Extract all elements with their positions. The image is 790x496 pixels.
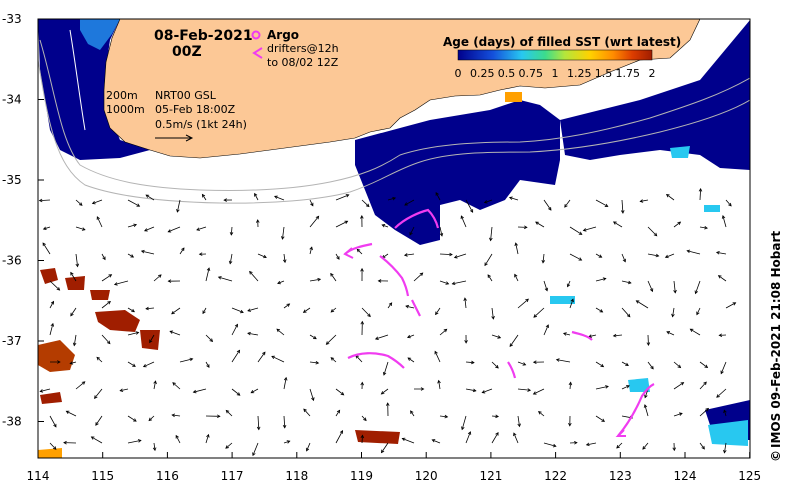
lat-label: -35 xyxy=(2,173,22,187)
lon-label: 121 xyxy=(479,469,502,483)
lat-label: -37 xyxy=(2,334,22,348)
colorbar-tick-label: 1.5 xyxy=(595,67,613,80)
colorbar-tick-label: 0.25 xyxy=(470,67,495,80)
lon-label: 120 xyxy=(415,469,438,483)
credit-copyright: © xyxy=(769,450,783,462)
lon-label: 119 xyxy=(350,469,373,483)
colorbar-tick-label: 0 xyxy=(455,67,462,80)
colorbar-tick-label: 1 xyxy=(552,67,559,80)
lon-label: 114 xyxy=(27,469,50,483)
contour-200m-label: 200m xyxy=(106,89,138,102)
lon-label: 122 xyxy=(544,469,567,483)
lat-label: -36 xyxy=(2,254,22,268)
lat-label: -33 xyxy=(2,12,22,26)
sst-patch-cyan-3 xyxy=(550,296,575,304)
sst-patch-old-4 xyxy=(65,276,85,290)
product-time: 05-Feb 18:00Z xyxy=(155,103,236,116)
lon-label: 123 xyxy=(609,469,632,483)
lon-label: 125 xyxy=(738,469,761,483)
map-hour: 00Z xyxy=(172,44,202,60)
lat-label: -38 xyxy=(2,415,22,429)
drifter-label-1: drifters@12h xyxy=(267,42,339,55)
sst-patch-old-5 xyxy=(90,290,110,300)
colorbar xyxy=(458,50,652,60)
lon-label: 124 xyxy=(674,469,697,483)
lat-label: -34 xyxy=(2,93,22,107)
scale-label: 0.5m/s (1kt 24h) xyxy=(155,118,247,131)
colorbar-tick-label: 1.25 xyxy=(567,67,592,80)
product-label: NRT00 GSL xyxy=(155,89,217,102)
lon-label: 115 xyxy=(91,469,114,483)
sst-patch-cyan-4 xyxy=(704,205,720,212)
lon-label: 117 xyxy=(221,469,244,483)
map-date: 08-Feb-2021 xyxy=(154,28,253,44)
colorbar-tick-label: 2 xyxy=(649,67,656,80)
drifter-label-2: to 08/02 12Z xyxy=(267,56,339,69)
colorbar-title: Age (days) of filled SST (wrt latest) xyxy=(443,35,681,49)
argo-label: Argo xyxy=(267,28,299,42)
sst-patch-orange-2 xyxy=(505,92,522,102)
colorbar-tick-label: 0.75 xyxy=(519,67,544,80)
lon-label: 116 xyxy=(156,469,179,483)
lon-label: 118 xyxy=(285,469,308,483)
sst-patch-east-cyan xyxy=(670,146,690,158)
credit-text: IMOS 09-Feb-2021 21:08 Hobart xyxy=(769,231,783,448)
contour-1000m-label: 1000m xyxy=(106,103,145,116)
colorbar-tick-label: 0.5 xyxy=(498,67,516,80)
colorbar-tick-label: 1.75 xyxy=(616,67,641,80)
